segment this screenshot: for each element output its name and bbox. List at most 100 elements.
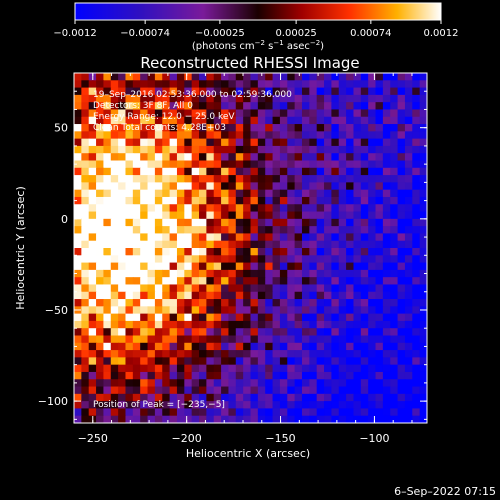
- heatmap-cell: [96, 94, 105, 103]
- heatmap-cell: [412, 189, 421, 198]
- heatmap-cell: [81, 350, 90, 358]
- heatmap-cell: [353, 160, 362, 169]
- heatmap-cell: [235, 167, 244, 176]
- heatmap-cell: [235, 102, 244, 111]
- heatmap-cell: [221, 277, 230, 286]
- heatmap-cell: [199, 87, 207, 96]
- heatmap-cell: [118, 160, 127, 169]
- heatmap-cell: [250, 196, 259, 205]
- heatmap-cell: [103, 291, 112, 300]
- heatmap-cell: [301, 80, 310, 89]
- heatmap-cell: [353, 211, 362, 220]
- heatmap-cell: [316, 284, 325, 293]
- heatmap-cell: [360, 145, 369, 154]
- heatmap-cell: [184, 401, 193, 410]
- heatmap-cell: [191, 80, 200, 89]
- heatmap-cell: [213, 313, 222, 322]
- y-tick-label: 0: [61, 213, 68, 226]
- heatmap-cell: [324, 320, 332, 329]
- heatmap-cell: [397, 73, 406, 81]
- heatmap-cell: [147, 291, 156, 300]
- heatmap-cell: [338, 116, 347, 125]
- heatmap-cell: [221, 306, 230, 315]
- heatmap-cell: [140, 357, 149, 366]
- heatmap-cell: [287, 306, 296, 315]
- heatmap-cell: [96, 80, 105, 89]
- heatmap-cell: [147, 233, 156, 242]
- heatmap-cell: [368, 408, 377, 417]
- heatmap-cell: [125, 401, 134, 410]
- heatmap-cell: [162, 167, 171, 176]
- heatmap-cell: [419, 291, 427, 300]
- heatmap-cell: [243, 277, 252, 286]
- heatmap-cell: [228, 160, 237, 169]
- heatmap-cell: [390, 138, 399, 147]
- heatmap-cell: [316, 350, 325, 358]
- heatmap-cell: [346, 364, 355, 373]
- heatmap-cell: [213, 401, 222, 410]
- heatmap-cell: [199, 291, 207, 300]
- heatmap-cell: [294, 240, 303, 249]
- heatmap-cell: [265, 102, 274, 111]
- heatmap-cell: [265, 291, 274, 300]
- heatmap-cell: [125, 248, 134, 256]
- heatmap-cell: [309, 379, 318, 388]
- heatmap-cell: [368, 248, 377, 256]
- heatmap-cell: [375, 320, 384, 329]
- heatmap-cell: [301, 386, 310, 395]
- heatmap-cell: [147, 248, 156, 256]
- heatmap-cell: [397, 386, 406, 395]
- heatmap-cell: [74, 160, 82, 169]
- heatmap-cell: [162, 160, 171, 169]
- heatmap-cell: [265, 277, 274, 286]
- heatmap-cell: [316, 102, 325, 111]
- colorbar-unit-label: (photons cm−2 s−1 asec−2): [192, 39, 324, 52]
- heatmap-cell: [132, 320, 141, 329]
- heatmap-cell: [243, 291, 252, 300]
- heatmap-cell: [118, 335, 127, 344]
- heatmap-cell: [287, 73, 296, 81]
- heatmap-cell: [103, 240, 112, 249]
- heatmap-cell: [404, 196, 413, 205]
- heatmap-cell: [81, 386, 90, 395]
- heatmap-cell: [125, 408, 134, 417]
- heatmap-cell: [243, 306, 252, 315]
- heatmap-cell: [316, 109, 325, 118]
- heatmap-cell: [412, 109, 421, 118]
- heatmap-cell: [360, 131, 369, 140]
- heatmap-cell: [316, 248, 325, 256]
- heatmap-cell: [103, 182, 112, 191]
- heatmap-cell: [353, 204, 362, 213]
- heatmap-cell: [110, 277, 119, 286]
- heatmap-cell: [162, 371, 171, 380]
- heatmap-cell: [272, 145, 281, 154]
- heatmap-cell: [118, 73, 127, 81]
- heatmap-cell: [140, 248, 149, 256]
- heatmap-cell: [243, 124, 252, 132]
- heatmap-cell: [331, 284, 340, 293]
- x-tick-label: −100: [359, 432, 389, 445]
- heatmap-cell: [397, 408, 406, 417]
- heatmap-cell: [404, 350, 413, 358]
- heatmap-cell: [287, 248, 296, 256]
- heatmap-cell: [346, 131, 355, 140]
- heatmap-cell: [118, 204, 127, 213]
- heatmap-cell: [243, 175, 252, 183]
- heatmap-cell: [191, 131, 200, 140]
- heatmap-cell: [375, 145, 384, 154]
- heatmap-cell: [184, 306, 193, 315]
- heatmap-cell: [81, 73, 90, 81]
- heatmap-cell: [110, 138, 119, 147]
- heatmap-cell: [243, 248, 252, 256]
- heatmap-cell: [309, 131, 318, 140]
- heatmap-cell: [324, 138, 332, 147]
- heatmap-cell: [301, 364, 310, 373]
- heatmap-cell: [390, 379, 399, 388]
- heatmap-cell: [324, 364, 332, 373]
- heatmap-cell: [375, 175, 384, 183]
- heatmap-cell: [316, 335, 325, 344]
- heatmap-cell: [301, 94, 310, 103]
- heatmap-cell: [279, 204, 288, 213]
- heatmap-cell: [81, 211, 90, 220]
- heatmap-cell: [309, 371, 318, 380]
